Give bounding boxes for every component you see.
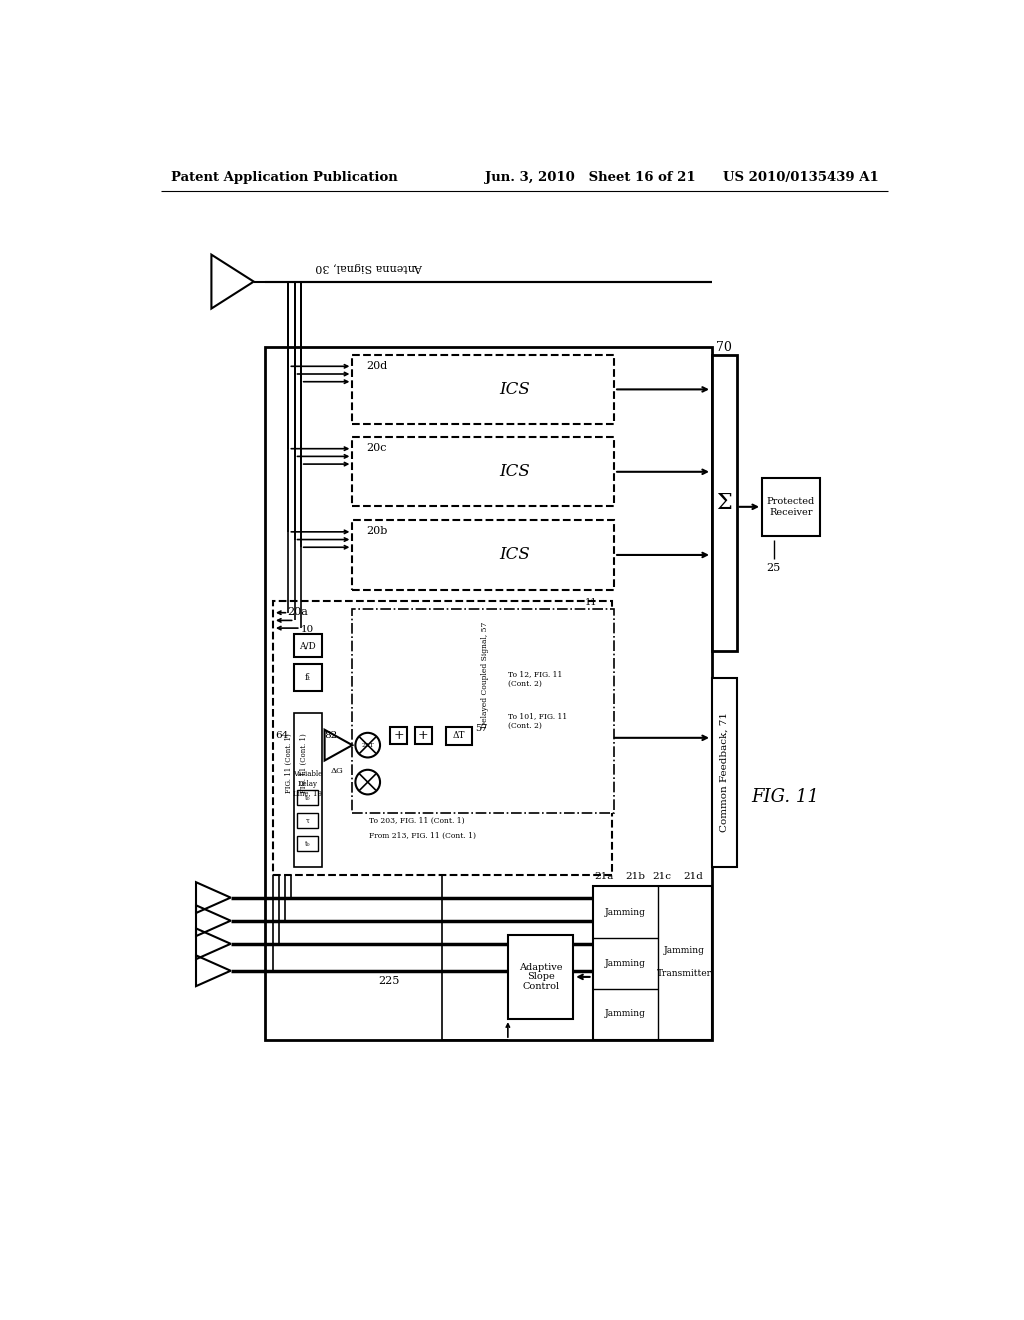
Text: A/D: A/D xyxy=(299,642,316,651)
Text: Delay: Delay xyxy=(298,780,317,788)
Text: 21b: 21b xyxy=(625,873,645,882)
Text: ICS: ICS xyxy=(500,546,530,564)
Bar xyxy=(273,601,611,875)
Bar xyxy=(352,609,614,813)
Text: Σ: Σ xyxy=(717,492,732,513)
Text: ΔT: ΔT xyxy=(453,731,466,741)
Text: Variable: Variable xyxy=(293,771,323,779)
Text: 64: 64 xyxy=(275,731,289,741)
Text: Jamming: Jamming xyxy=(604,908,645,916)
Text: Jamming: Jamming xyxy=(604,1010,645,1018)
Bar xyxy=(446,726,472,744)
Text: (Cont. 2): (Cont. 2) xyxy=(508,680,542,688)
Text: Protected: Protected xyxy=(767,496,815,506)
Text: 11: 11 xyxy=(585,598,597,607)
Bar xyxy=(352,355,614,424)
Bar xyxy=(294,713,322,867)
Bar xyxy=(294,664,322,692)
Text: τ: τ xyxy=(306,817,309,825)
Text: 21a: 21a xyxy=(594,873,613,882)
Text: ΔG: ΔG xyxy=(331,767,343,775)
Text: Transmitter: Transmitter xyxy=(657,969,712,978)
Text: t₀: t₀ xyxy=(305,793,310,801)
Text: +: + xyxy=(418,730,428,742)
Text: 70: 70 xyxy=(717,341,732,354)
Text: US 2010/0135439 A1: US 2010/0135439 A1 xyxy=(723,172,879,185)
Text: Patent Application Publication: Patent Application Publication xyxy=(171,172,397,185)
Text: Delayed Coupled Signal, 57: Delayed Coupled Signal, 57 xyxy=(480,622,488,729)
Text: 20c: 20c xyxy=(367,444,387,453)
Text: Jamming: Jamming xyxy=(604,958,645,968)
Text: From 213, FIG. 11 (Cont. 1): From 213, FIG. 11 (Cont. 1) xyxy=(370,832,476,840)
Text: 20d: 20d xyxy=(367,360,387,371)
Bar xyxy=(390,727,407,744)
Text: Jun. 3, 2010   Sheet 16 of 21: Jun. 3, 2010 Sheet 16 of 21 xyxy=(484,172,695,185)
Text: t₀: t₀ xyxy=(305,840,310,847)
Text: FIG. 11 (Cont. 1): FIG. 11 (Cont. 1) xyxy=(300,733,308,793)
Text: 20b: 20b xyxy=(367,527,387,536)
Text: 10: 10 xyxy=(301,626,314,634)
Text: To 12, FIG. 11: To 12, FIG. 11 xyxy=(508,671,562,678)
Text: +: + xyxy=(393,730,403,742)
Text: 82: 82 xyxy=(325,731,337,741)
Bar xyxy=(712,678,736,867)
Bar xyxy=(297,813,318,829)
Text: 21c: 21c xyxy=(652,873,672,882)
Text: To 203, FIG. 11 (Cont. 1): To 203, FIG. 11 (Cont. 1) xyxy=(370,817,465,825)
Text: 225: 225 xyxy=(378,975,399,986)
Bar xyxy=(712,355,736,651)
Text: FIG. 11 (Cont. 1): FIG. 11 (Cont. 1) xyxy=(285,733,293,793)
Text: 57: 57 xyxy=(475,723,487,733)
Text: Antenna Signal, 30: Antenna Signal, 30 xyxy=(315,263,423,272)
Text: 20a: 20a xyxy=(287,607,308,618)
Bar xyxy=(297,789,318,805)
Bar xyxy=(352,437,614,507)
Text: fₜ: fₜ xyxy=(305,673,310,682)
Text: (Cont. 2): (Cont. 2) xyxy=(508,722,542,730)
Bar xyxy=(593,886,712,1040)
Text: Adaptive: Adaptive xyxy=(519,964,562,972)
Bar xyxy=(265,347,712,1040)
Text: Line, 19: Line, 19 xyxy=(293,789,323,797)
Bar xyxy=(297,836,318,851)
Text: Receiver: Receiver xyxy=(769,508,813,516)
Bar xyxy=(762,478,819,536)
Bar xyxy=(352,520,614,590)
Text: To 101, FIG. 11: To 101, FIG. 11 xyxy=(508,713,567,721)
Text: ICS: ICS xyxy=(500,381,530,397)
Text: 2ΔT: 2ΔT xyxy=(361,743,374,747)
Text: Control: Control xyxy=(522,982,559,990)
Bar xyxy=(415,727,432,744)
Text: Jamming: Jamming xyxy=(664,946,705,956)
Bar xyxy=(508,935,573,1019)
Text: ICS: ICS xyxy=(500,463,530,480)
Text: Slope: Slope xyxy=(526,973,554,981)
Text: 25: 25 xyxy=(766,562,780,573)
Text: FIG. 11: FIG. 11 xyxy=(752,788,819,807)
Text: Common Feedback, 71: Common Feedback, 71 xyxy=(720,713,729,833)
Bar xyxy=(294,635,322,657)
Text: 21d: 21d xyxy=(683,873,703,882)
